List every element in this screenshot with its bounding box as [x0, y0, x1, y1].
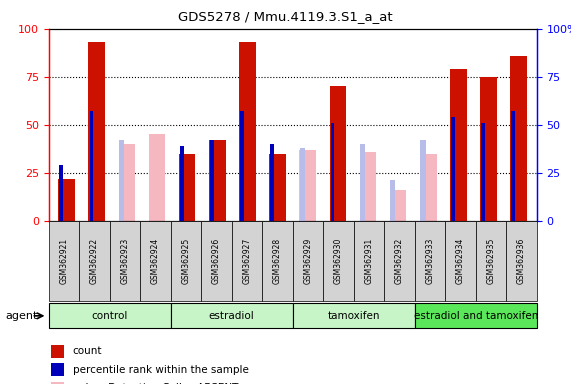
Bar: [451, 117, 455, 221]
Text: control: control: [91, 311, 128, 321]
Text: GSM362922: GSM362922: [90, 238, 99, 284]
Bar: [119, 140, 124, 221]
Bar: [420, 140, 425, 221]
Text: GSM362934: GSM362934: [456, 238, 465, 284]
Bar: [89, 42, 105, 221]
Bar: [300, 148, 305, 221]
Text: percentile rank within the sample: percentile rank within the sample: [73, 365, 248, 375]
Bar: [360, 152, 376, 221]
Text: GSM362933: GSM362933: [425, 238, 435, 284]
Bar: [90, 111, 93, 221]
Text: GDS5278 / Mmu.4119.3.S1_a_at: GDS5278 / Mmu.4119.3.S1_a_at: [178, 10, 393, 23]
Bar: [329, 86, 346, 221]
Bar: [390, 190, 407, 221]
Text: GSM362930: GSM362930: [334, 238, 343, 284]
Bar: [299, 150, 316, 221]
Bar: [331, 123, 334, 221]
Text: GSM362925: GSM362925: [182, 238, 190, 284]
Text: GSM362931: GSM362931: [364, 238, 373, 284]
Bar: [210, 140, 214, 221]
Bar: [148, 134, 166, 221]
Bar: [480, 77, 497, 221]
Bar: [179, 154, 195, 221]
Text: estradiol and tamoxifen: estradiol and tamoxifen: [413, 311, 538, 321]
Text: tamoxifen: tamoxifen: [327, 311, 380, 321]
Text: GSM362936: GSM362936: [517, 238, 526, 284]
Text: GSM362921: GSM362921: [59, 238, 69, 284]
Bar: [239, 42, 256, 221]
Bar: [481, 123, 485, 221]
Text: value, Detection Call = ABSENT: value, Detection Call = ABSENT: [73, 383, 238, 384]
Bar: [270, 154, 286, 221]
Text: estradiol: estradiol: [209, 311, 255, 321]
Bar: [390, 180, 395, 221]
Text: agent: agent: [6, 311, 38, 321]
Text: GSM362923: GSM362923: [120, 238, 129, 284]
Bar: [240, 111, 244, 221]
Bar: [360, 144, 365, 221]
Text: GSM362928: GSM362928: [273, 238, 282, 284]
Text: count: count: [73, 346, 102, 356]
Bar: [180, 146, 183, 221]
Bar: [510, 56, 527, 221]
Bar: [420, 154, 437, 221]
Text: GSM362924: GSM362924: [151, 238, 160, 284]
Bar: [209, 140, 226, 221]
Bar: [119, 144, 135, 221]
Bar: [58, 179, 75, 221]
Bar: [512, 111, 515, 221]
Text: GSM362927: GSM362927: [242, 238, 251, 284]
Text: GSM362935: GSM362935: [486, 238, 496, 284]
Bar: [450, 69, 467, 221]
Text: GSM362929: GSM362929: [303, 238, 312, 284]
Text: GSM362932: GSM362932: [395, 238, 404, 284]
Bar: [270, 144, 274, 221]
Bar: [59, 165, 63, 221]
Text: GSM362926: GSM362926: [212, 238, 221, 284]
